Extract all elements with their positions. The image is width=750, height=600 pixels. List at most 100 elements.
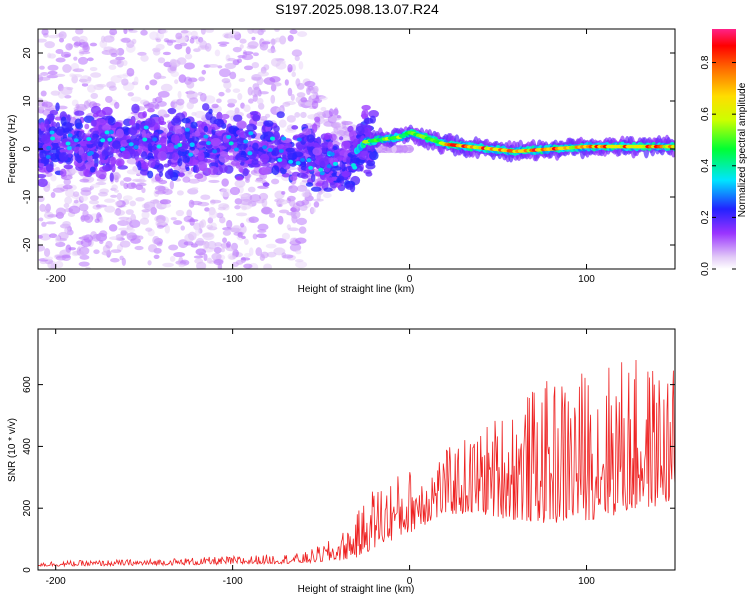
heatmap-cell xyxy=(55,235,61,244)
heatmap-cell xyxy=(223,142,230,148)
heatmap-cell xyxy=(289,29,298,35)
heatmap-cell xyxy=(157,151,168,162)
heatmap-cell xyxy=(69,73,75,78)
heatmap-cell xyxy=(177,90,182,99)
heatmap-cell xyxy=(232,88,241,93)
heatmap-cell xyxy=(296,185,308,192)
heatmap-cell xyxy=(141,187,146,194)
heatmap-cell xyxy=(105,240,113,249)
heatmap-cell xyxy=(79,254,90,260)
x-tick-label: 100 xyxy=(578,274,595,285)
heatmap-cell xyxy=(162,262,174,268)
heatmap-cell xyxy=(118,153,123,158)
heatmap-cell xyxy=(89,166,96,173)
heatmap-cell xyxy=(187,137,195,144)
heatmap-cell xyxy=(154,96,163,103)
heatmap-cell xyxy=(241,54,254,61)
heatmap-cell xyxy=(203,125,209,133)
heatmap-cell xyxy=(114,101,120,109)
heatmap-cell xyxy=(128,127,138,136)
heatmap-cell xyxy=(175,209,185,217)
heatmap-cell xyxy=(104,205,116,213)
heatmap-cell xyxy=(133,150,140,161)
heatmap-cell xyxy=(243,51,254,55)
heatmap-cell xyxy=(254,178,267,183)
heatmap-cell xyxy=(267,147,273,152)
heatmap-cell xyxy=(242,167,249,177)
heatmap-cell xyxy=(190,200,203,206)
x-tick-label: 100 xyxy=(578,576,595,587)
heatmap-cell xyxy=(63,178,72,186)
heatmap-cell xyxy=(40,156,50,165)
heatmap-cell xyxy=(111,163,116,173)
heatmap-cell xyxy=(243,104,251,113)
heatmap-cell xyxy=(310,93,317,99)
heatmap-cell xyxy=(71,36,81,42)
heatmap-cell xyxy=(40,72,49,77)
heatmap-cell xyxy=(135,123,140,130)
heatmap-cell xyxy=(259,116,268,122)
heatmap-cell xyxy=(41,221,47,227)
heatmap-cell xyxy=(77,250,85,256)
heatmap-cell xyxy=(235,176,244,181)
heatmap-cell xyxy=(368,150,379,161)
heatmap-cell xyxy=(248,216,259,223)
heatmap-cell xyxy=(165,39,177,43)
heatmap-cell xyxy=(109,29,118,36)
heatmap-cell xyxy=(284,79,289,86)
heatmap-cell xyxy=(141,151,148,160)
heatmap-cell xyxy=(38,76,51,81)
heatmap-cell xyxy=(256,97,264,105)
heatmap-cell xyxy=(200,29,206,35)
heatmap-cell xyxy=(363,117,374,124)
heatmap-cell xyxy=(251,61,260,69)
heatmap-cell xyxy=(187,170,193,175)
heatmap-cell xyxy=(152,137,158,142)
heatmap-cell xyxy=(190,30,198,37)
heatmap-cell xyxy=(191,132,201,137)
heatmap-cell xyxy=(41,134,51,144)
heatmap-cell xyxy=(305,182,314,187)
heatmap-cell xyxy=(60,51,72,58)
heatmap-cell xyxy=(328,108,334,117)
heatmap-cell xyxy=(102,164,113,172)
heatmap-cell xyxy=(205,141,211,146)
heatmap-cell xyxy=(50,234,57,238)
heatmap-cell xyxy=(226,134,232,139)
heatmap-cell xyxy=(59,148,68,153)
heatmap-cell xyxy=(217,41,230,45)
heatmap-cell xyxy=(233,114,243,122)
heatmap-cell xyxy=(290,207,297,213)
heatmap-cell xyxy=(161,203,172,208)
heatmap-cell xyxy=(224,62,237,70)
heatmap-cell xyxy=(271,178,280,185)
heatmap-cell xyxy=(120,231,129,236)
heatmap-cell xyxy=(135,179,147,183)
heatmap-cell xyxy=(55,57,66,63)
x-tick-label: -200 xyxy=(46,274,66,285)
heatmap-cell xyxy=(44,208,51,214)
heatmap-cell xyxy=(341,140,351,150)
heatmap-cell xyxy=(50,262,56,269)
heatmap-cell xyxy=(142,137,148,142)
snr-series-line xyxy=(37,359,676,568)
y-tick-label: 400 xyxy=(22,438,33,455)
heatmap-cell xyxy=(265,243,277,249)
y-tick-label: 0 xyxy=(22,146,33,152)
heatmap-cell xyxy=(128,119,136,126)
heatmap-cell xyxy=(219,216,226,224)
heatmap-cell xyxy=(87,84,96,93)
heatmap-cell xyxy=(131,103,140,114)
heatmap-cell xyxy=(270,94,276,104)
heatmap-cell xyxy=(89,199,99,205)
heatmap-cell xyxy=(167,159,172,167)
heatmap-cell xyxy=(47,64,59,71)
heatmap-cell xyxy=(50,152,61,163)
heatmap-cell xyxy=(251,36,256,41)
heatmap-cell xyxy=(50,136,56,141)
heatmap-cell xyxy=(197,161,208,169)
heatmap-cell xyxy=(194,258,204,264)
heatmap-cell xyxy=(59,168,67,177)
heatmap-cell xyxy=(108,64,117,70)
heatmap-cell xyxy=(130,237,141,244)
